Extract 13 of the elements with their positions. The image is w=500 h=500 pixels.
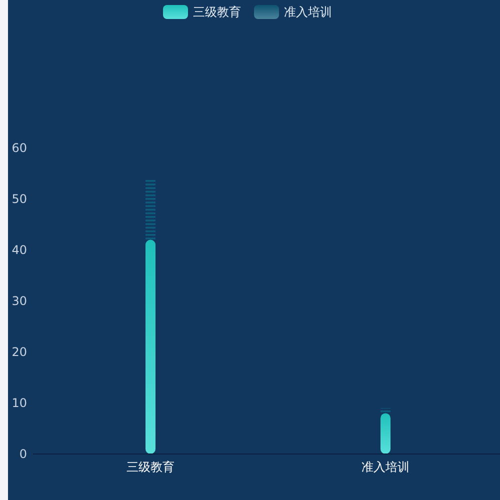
bar — [146, 178, 156, 240]
bar — [380, 408, 390, 414]
y-tick-label: 20 — [12, 345, 27, 359]
bar — [146, 240, 156, 454]
y-tick-label: 60 — [12, 141, 27, 155]
bar — [380, 413, 390, 454]
y-tick-label: 30 — [12, 294, 27, 308]
legend-label: 三级教育 — [193, 5, 241, 19]
y-tick-label: 50 — [12, 192, 27, 206]
y-tick-label: 10 — [12, 396, 27, 410]
legend-label: 准入培训 — [284, 5, 332, 19]
y-tick-label: 0 — [19, 447, 27, 461]
y-tick-label: 40 — [12, 243, 27, 257]
